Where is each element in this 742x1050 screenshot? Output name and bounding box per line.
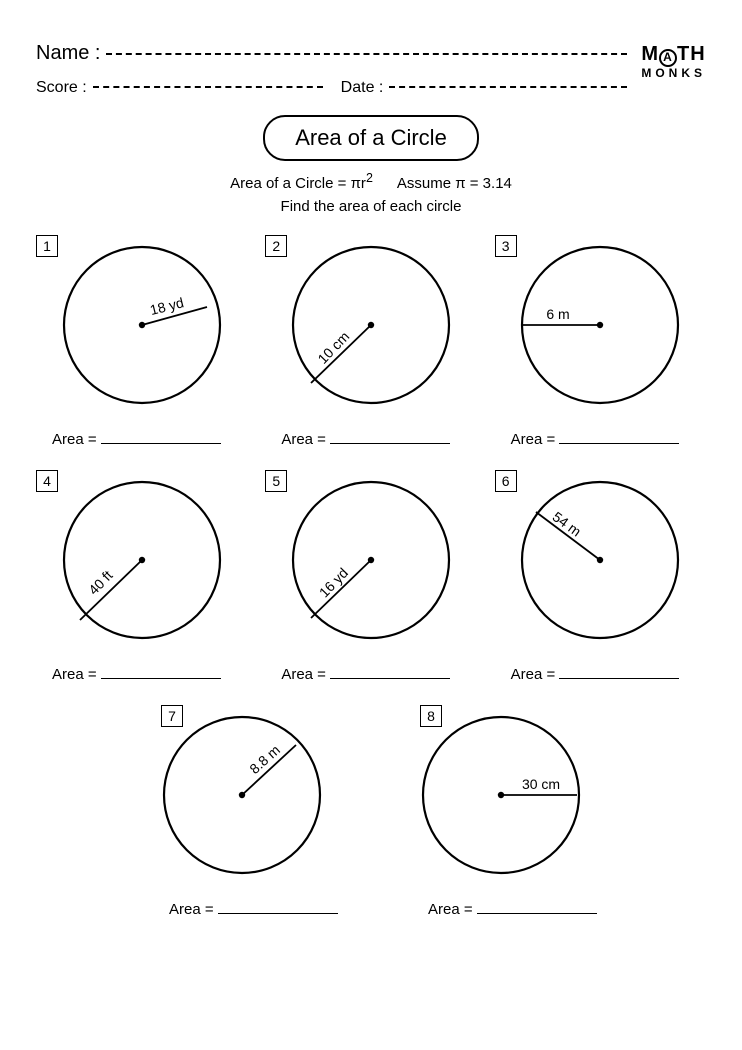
formula-exponent: 2 [366,171,373,185]
name-label: Name : [36,42,100,65]
area-blank[interactable] [330,678,450,679]
problems-grid-bottom: 7 8.8 m Area = 8 30 cm Area = [121,699,621,934]
radius-label: 16 yd [316,565,351,601]
area-answer-row: Area = [169,901,362,918]
center-dot-icon [597,322,603,328]
area-blank[interactable] [101,678,221,679]
area-answer-row: Area = [428,901,621,918]
instruction-text: Find the area of each circle [36,198,706,215]
problem-number-box: 5 [265,470,287,492]
date-blank[interactable] [389,86,627,88]
problem-number-box: 7 [161,705,183,727]
area-label: Area = [52,431,97,448]
area-blank[interactable] [477,913,597,914]
logo-a-icon: A [659,49,677,67]
worksheet-title: Area of a Circle [263,115,479,161]
center-dot-icon [138,322,144,328]
problem-cell: 118 yd Area = [36,229,247,464]
header-fields: Name : Score : Date : [36,42,627,97]
problem-number-box: 1 [36,235,58,257]
center-dot-icon [368,322,374,328]
problem-cell: 210 cm Area = [265,229,476,464]
formula-assume: Assume π = 3.14 [397,175,512,192]
name-field-row: Name : [36,42,627,65]
problem-number-box: 8 [420,705,442,727]
radius-label: 40 ft [85,567,116,598]
logo-m: M [641,43,659,65]
radius-label: 6 m [547,306,570,322]
radius-label: 30 cm [521,776,559,792]
problem-cell: 8 30 cm Area = [380,699,621,934]
area-answer-row: Area = [511,431,706,448]
area-label: Area = [511,431,556,448]
problem-number-box: 4 [36,470,58,492]
score-field-row: Score : [36,79,323,97]
score-blank[interactable] [93,86,323,88]
worksheet-header: Name : Score : Date : MATH MONKS [36,42,706,97]
problem-cell: 5 16 yd Area = [265,464,476,699]
formula-line: Area of a Circle = πr2 Assume π = 3.14 [36,171,706,192]
problem-number-box: 2 [265,235,287,257]
circle-diagram: 16 yd [271,470,471,660]
problem-number-box: 6 [495,470,517,492]
title-section: Area of a Circle [36,115,706,161]
formula-lhs: Area of a Circle = πr [230,175,366,192]
score-label: Score : [36,79,87,97]
center-dot-icon [597,557,603,563]
circle-diagram: 6 m [500,235,700,425]
area-label: Area = [511,666,556,683]
logo-th: TH [677,43,706,65]
circle-diagram: 10 cm [271,235,471,425]
area-label: Area = [428,901,473,918]
area-answer-row: Area = [281,666,476,683]
circle-diagram: 54 m [500,470,700,660]
problem-cell: 654 m Area = [495,464,706,699]
center-dot-icon [238,792,244,798]
circle-diagram: 18 yd [42,235,242,425]
center-dot-icon [497,792,503,798]
area-label: Area = [281,431,326,448]
date-field-row: Date : [341,79,628,97]
area-answer-row: Area = [511,666,706,683]
circle-diagram: 30 cm [401,705,601,895]
problem-cell: 7 8.8 m Area = [121,699,362,934]
area-blank[interactable] [559,443,679,444]
area-answer-row: Area = [281,431,476,448]
problem-number-box: 3 [495,235,517,257]
logo-monks: MONKS [641,67,706,79]
area-answer-row: Area = [52,666,247,683]
area-label: Area = [169,901,214,918]
center-dot-icon [138,557,144,563]
circle-diagram: 40 ft [42,470,242,660]
area-blank[interactable] [101,443,221,444]
area-label: Area = [52,666,97,683]
center-dot-icon [368,557,374,563]
area-blank[interactable] [218,913,338,914]
area-blank[interactable] [330,443,450,444]
circle-diagram: 8.8 m [142,705,342,895]
area-blank[interactable] [559,678,679,679]
problem-cell: 4 40 ft Area = [36,464,247,699]
radius-label: 8.8 m [246,742,283,777]
name-blank[interactable] [106,53,627,55]
math-monks-logo: MATH MONKS [641,44,706,79]
area-answer-row: Area = [52,431,247,448]
date-label: Date : [341,79,384,97]
problem-cell: 3 6 m Area = [495,229,706,464]
problems-grid-top: 118 yd Area = 210 cm Area = 3 6 m Area = 4 40 ft… [36,229,706,699]
area-label: Area = [281,666,326,683]
